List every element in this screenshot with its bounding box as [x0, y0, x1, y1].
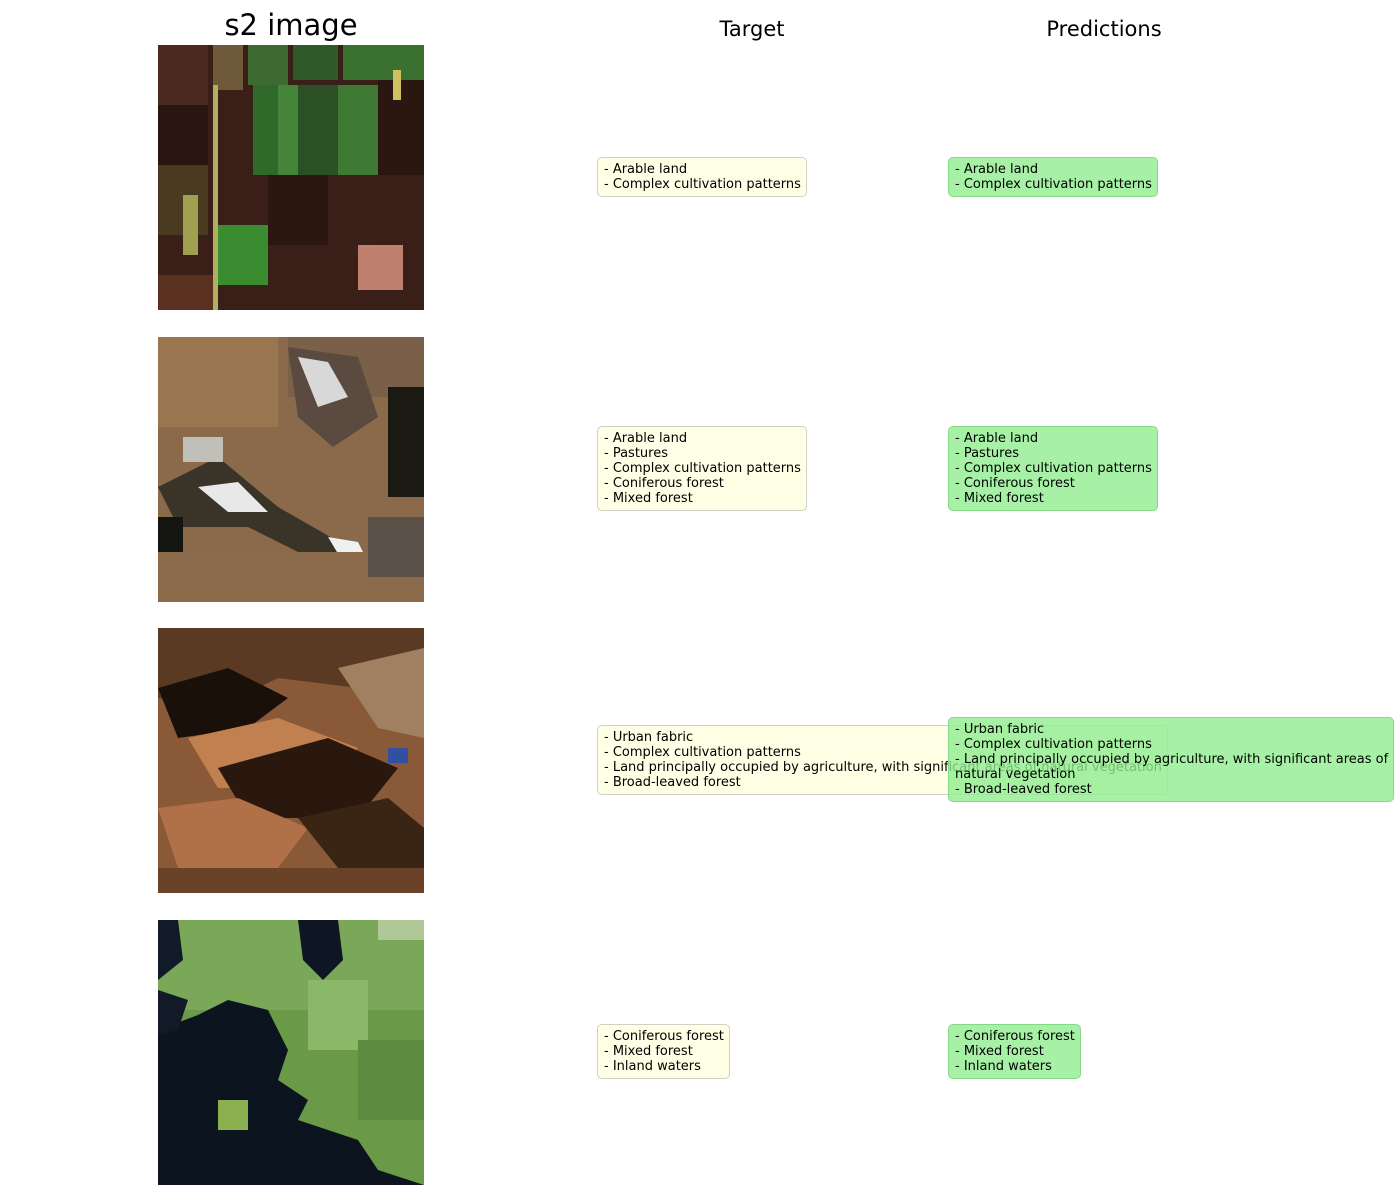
target-labels-row-1: - Arable land - Complex cultivation patt…: [597, 157, 807, 197]
target-label: - Coniferous forest: [604, 476, 724, 491]
prediction-label: - Inland waters: [955, 1059, 1052, 1074]
target-label: - Urban fabric: [604, 730, 694, 745]
s2-image-tile-3: [158, 628, 424, 893]
target-labels-row-2: - Arable land - Pastures - Complex culti…: [597, 426, 807, 511]
prediction-labels-row-1: - Arable land - Complex cultivation patt…: [948, 157, 1158, 197]
prediction-label: - Coniferous forest: [955, 476, 1075, 491]
prediction-label: - Complex cultivation patterns: [955, 737, 1152, 752]
prediction-label: - Arable land: [955, 431, 1039, 446]
target-labels-row-4: - Coniferous forest - Mixed forest - Inl…: [597, 1024, 730, 1079]
target-label: - Mixed forest: [604, 491, 693, 506]
prediction-label: - Complex cultivation patterns: [955, 177, 1152, 192]
prediction-label: - Pastures: [955, 446, 1019, 461]
target-label: - Complex cultivation patterns: [604, 177, 801, 192]
prediction-label: - Coniferous forest: [955, 1029, 1075, 1044]
target-label: - Coniferous forest: [604, 1029, 724, 1044]
column-title-s2-image: s2 image: [224, 8, 358, 42]
column-title-predictions: Predictions: [1046, 17, 1162, 41]
prediction-label: - Broad-leaved forest: [955, 782, 1092, 797]
prediction-label: - Urban fabric: [955, 722, 1045, 737]
prediction-label: - Mixed forest: [955, 1044, 1044, 1059]
target-label: - Complex cultivation patterns: [604, 461, 801, 476]
s2-image-tile-4: [158, 920, 424, 1185]
prediction-label: - Complex cultivation patterns: [955, 461, 1152, 476]
s2-image-tile-2: [158, 337, 424, 602]
prediction-label: - Land principally occupied by agricultu…: [955, 752, 1389, 767]
prediction-label: - Mixed forest: [955, 491, 1044, 506]
prediction-label: - Arable land: [955, 162, 1039, 177]
target-label: - Inland waters: [604, 1059, 701, 1074]
target-label: - Broad-leaved forest: [604, 775, 741, 790]
target-label: - Arable land: [604, 431, 688, 446]
target-label: - Arable land: [604, 162, 688, 177]
prediction-label: natural vegetation: [955, 767, 1076, 782]
prediction-labels-row-4: - Coniferous forest - Mixed forest - Inl…: [948, 1024, 1081, 1079]
target-label: - Pastures: [604, 446, 668, 461]
prediction-labels-row-2: - Arable land - Pastures - Complex culti…: [948, 426, 1158, 511]
column-title-target: Target: [719, 17, 785, 41]
s2-image-tile-1: [158, 45, 424, 310]
target-label: - Complex cultivation patterns: [604, 745, 801, 760]
prediction-labels-row-3: - Urban fabric - Complex cultivation pat…: [948, 717, 1395, 802]
target-label: - Mixed forest: [604, 1044, 693, 1059]
